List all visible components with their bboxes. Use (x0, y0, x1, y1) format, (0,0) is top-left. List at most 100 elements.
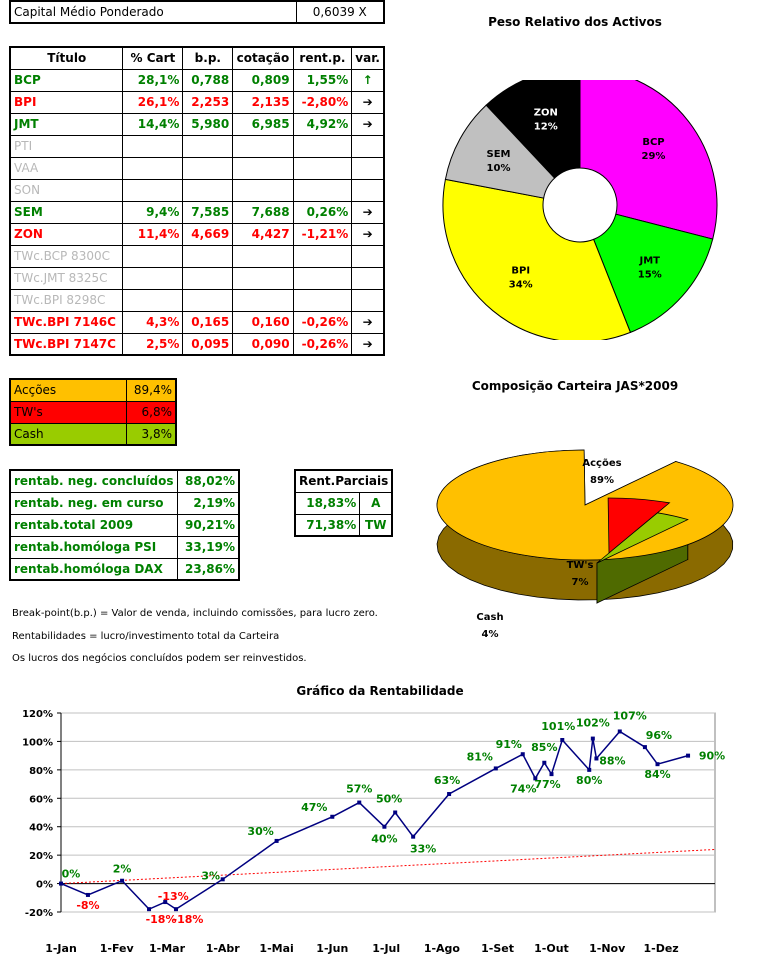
allocation-label: Cash (9, 422, 127, 446)
cell-title: VAA (9, 156, 124, 180)
data-point (382, 824, 387, 829)
return-value: 90,21% (176, 513, 240, 537)
table-row: Cash 3,8% (9, 422, 177, 446)
capital-value: 0,6039 X (295, 0, 385, 24)
capital-label: Capital Médio Ponderado (9, 0, 297, 24)
slice-label: TW's (567, 560, 594, 571)
data-point (330, 814, 335, 819)
cell-bp (182, 266, 234, 290)
table-row: rentab.homóloga PSI 33,19% (9, 535, 240, 559)
column-header: var. (351, 46, 385, 70)
partial-tag: A (359, 491, 393, 515)
partial-tag: TW (359, 513, 393, 537)
cell-title: TWc.BPI 7147C (9, 332, 124, 356)
table-row: SON (9, 178, 385, 202)
y-tick-label: 20% (29, 851, 53, 862)
cell-cart (122, 244, 184, 268)
data-label: -13% (158, 890, 189, 903)
cell-bp: 4,669 (182, 222, 234, 246)
arrow-up-icon: ↑ (351, 68, 385, 92)
returns-table: rentab. neg. concluídos 88,02% rentab. neg… (9, 469, 240, 581)
return-label: rentab.total 2009 (9, 513, 178, 537)
data-label: 107% (613, 709, 647, 722)
cell-rent (292, 288, 353, 312)
cell-var (351, 244, 385, 268)
cell-cart: 4,3% (122, 310, 184, 334)
table-row: 71,38% TW (294, 513, 393, 537)
cell-cotacao (232, 134, 294, 158)
allocation-value: 6,8% (125, 400, 177, 424)
cell-title: TWc.BCP 8300C (9, 244, 124, 268)
partial-header: Rent.Parciais (294, 469, 393, 493)
cell-var (351, 156, 385, 180)
x-tick-label: 1-Out (534, 942, 569, 955)
slice-percent-label: 7% (572, 577, 589, 588)
data-point (542, 760, 547, 765)
data-label: 47% (301, 801, 327, 814)
data-point (59, 881, 63, 886)
table-row: Acções 89,4% (9, 378, 177, 402)
donut-chart: BCP 29% JMT 15% BPI 34% SEM 10% ZON 12% (442, 80, 718, 340)
table-row: JMT 14,4% 5,980 6,985 4,92% ➔ (9, 112, 385, 136)
column-header: b.p. (182, 46, 234, 70)
note-breakpoint: Break-point(b.p.) = Valor de venda, incl… (12, 608, 378, 619)
return-value: 2,19% (176, 491, 240, 515)
cell-cotacao (232, 266, 294, 290)
table-row: TWc.BPI 8298C (9, 288, 385, 312)
data-point (533, 776, 538, 781)
column-header: cotação (232, 46, 294, 70)
table-row: rentab.total 2009 90,21% (9, 513, 240, 537)
cell-title: JMT (9, 112, 124, 136)
data-point (617, 729, 622, 734)
cell-bp: 0,165 (182, 310, 234, 334)
cell-title: SON (9, 178, 124, 202)
note-profits: Os lucros dos negócios concluídos podem … (12, 653, 307, 664)
pie3d-slice-top (596, 512, 689, 564)
x-tick-label: 1-Set (481, 942, 514, 955)
cell-rent: 0,26% (292, 200, 353, 224)
data-label: 80% (576, 774, 602, 787)
x-tick-label: 1-Fev (100, 942, 135, 955)
table-row: ZON 11,4% 4,669 4,427 -1,21% ➔ (9, 222, 385, 246)
y-tick-label: 100% (22, 737, 53, 748)
x-tick-label: 1-Nov (589, 942, 626, 955)
data-point (594, 756, 599, 761)
data-label: 0% (62, 868, 81, 881)
data-label: 77% (534, 778, 560, 791)
arrow-right-icon: ➔ (351, 112, 385, 136)
allocation-value: 89,4% (125, 378, 177, 402)
data-point (447, 792, 452, 797)
cell-title: PTI (9, 134, 124, 158)
data-point (393, 810, 398, 815)
pie-slice-bpi (442, 178, 632, 340)
cell-cotacao (232, 178, 294, 202)
cell-bp: 5,980 (182, 112, 234, 136)
cell-rent: -0,26% (292, 332, 353, 356)
slice-percent-label: 15% (638, 270, 662, 281)
x-tick-label: 1-Mar (149, 942, 186, 955)
data-point (163, 900, 168, 905)
x-tick-label: 1-Dez (643, 942, 678, 955)
data-point (411, 834, 416, 839)
data-point (686, 753, 691, 758)
cell-rent: -0,26% (292, 310, 353, 334)
data-label: 101% (541, 720, 575, 733)
data-label: 50% (376, 793, 402, 806)
allocation-label: TW's (9, 400, 127, 424)
cell-cotacao (232, 244, 294, 268)
cell-cotacao: 7,688 (232, 200, 294, 224)
cell-rent (292, 266, 353, 290)
cell-bp (182, 244, 234, 268)
x-tick-label: 1-Jun (316, 942, 348, 955)
data-label: 88% (599, 754, 625, 767)
pie3d-chart: Acções 89% TW's 7% Cash 4% (436, 449, 734, 640)
cell-cart (122, 156, 184, 180)
data-label: 63% (434, 774, 460, 787)
pie3d-slice-top (607, 497, 671, 554)
cell-var (351, 178, 385, 202)
cell-cart: 9,4% (122, 200, 184, 224)
data-point (642, 745, 647, 750)
cell-title: TWc.BPI 7146C (9, 310, 124, 334)
column-header: rent.p. (292, 46, 353, 70)
plot-area (60, 712, 716, 913)
